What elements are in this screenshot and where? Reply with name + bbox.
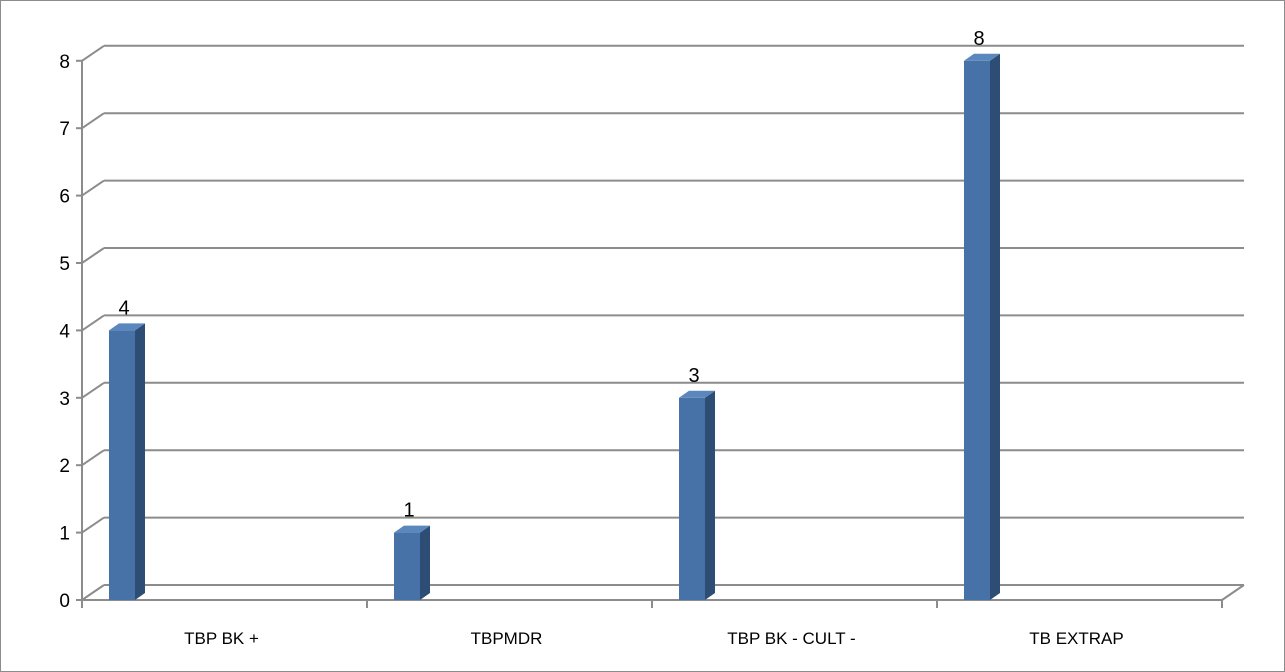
bar-top (394, 525, 430, 533)
y-tick-label: 5 (59, 254, 70, 275)
gridline-tick (81, 584, 105, 601)
data-label: 3 (688, 365, 699, 387)
bar-side (420, 525, 430, 600)
bar (109, 330, 135, 600)
bar (964, 60, 990, 601)
bar (394, 532, 420, 600)
floor-edge (1221, 584, 1245, 601)
x-tick-label: TBP BK - CULT - (727, 629, 855, 648)
bar-top (964, 53, 1000, 61)
gridline-tick (81, 516, 105, 534)
y-tick-label: 6 (59, 187, 70, 208)
data-label: 8 (973, 28, 984, 50)
y-tick-label: 1 (59, 524, 70, 545)
bar-top (109, 323, 145, 331)
y-tick-label: 7 (59, 119, 70, 140)
y-tick-label: 2 (59, 456, 70, 477)
data-label: 1 (403, 500, 414, 522)
y-tick-label: 3 (59, 389, 70, 410)
gridline-tick (81, 314, 105, 332)
gridline-tick (81, 179, 105, 197)
gridline-tick (81, 449, 105, 467)
bar-side (705, 390, 715, 600)
x-tick-label: TBPMDR (471, 629, 543, 648)
bar-top (679, 390, 715, 398)
y-tick-label: 8 (59, 52, 70, 73)
x-tick-label: TB EXTRAP (1029, 629, 1123, 648)
bar-side (990, 53, 1000, 601)
x-tick-label: TBP BK + (184, 629, 259, 648)
y-tick-label: 4 (59, 321, 70, 342)
gridline-tick (81, 44, 105, 62)
bar-side (135, 323, 145, 600)
gridline-tick (81, 381, 105, 399)
y-tick-label: 0 (59, 591, 70, 612)
bar (679, 397, 705, 600)
gridline-tick (81, 112, 105, 130)
gridline-tick (81, 247, 105, 264)
data-label: 4 (118, 297, 129, 319)
